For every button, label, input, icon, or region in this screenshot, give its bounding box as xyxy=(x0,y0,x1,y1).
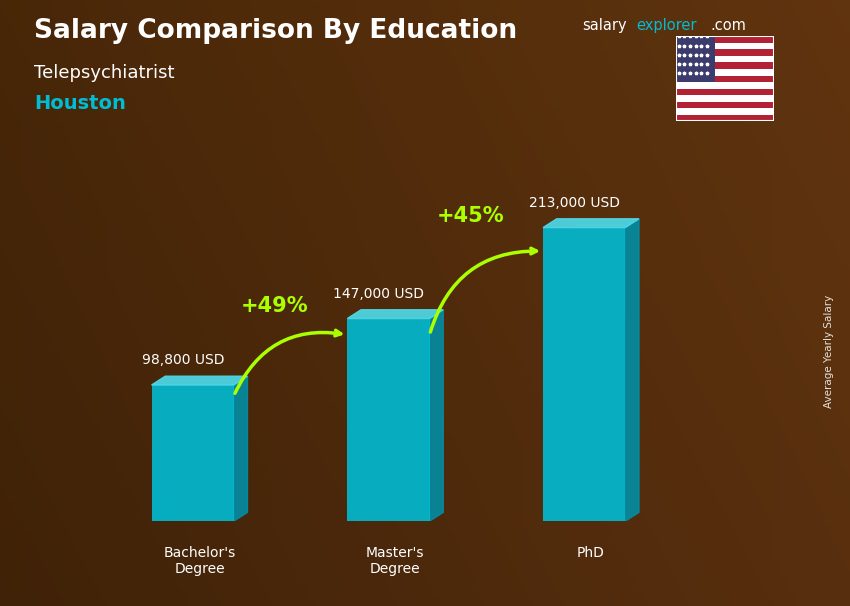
Bar xyxy=(676,36,715,82)
Text: PhD: PhD xyxy=(577,546,605,560)
Text: +49%: +49% xyxy=(241,296,309,316)
Text: +45%: +45% xyxy=(437,205,504,225)
Text: 213,000 USD: 213,000 USD xyxy=(529,196,620,210)
Text: .com: .com xyxy=(711,18,746,33)
Bar xyxy=(676,36,774,43)
Text: Bachelor's
Degree: Bachelor's Degree xyxy=(163,546,235,576)
Polygon shape xyxy=(626,219,639,521)
Text: Salary Comparison By Education: Salary Comparison By Education xyxy=(34,18,517,44)
Bar xyxy=(676,88,774,95)
Polygon shape xyxy=(348,310,443,319)
Text: explorer: explorer xyxy=(636,18,696,33)
Text: 98,800 USD: 98,800 USD xyxy=(142,353,224,367)
Text: salary: salary xyxy=(582,18,626,33)
Bar xyxy=(676,102,774,108)
Bar xyxy=(676,56,774,62)
Text: Telepsychiatrist: Telepsychiatrist xyxy=(34,64,174,82)
Bar xyxy=(543,228,626,521)
Polygon shape xyxy=(234,376,247,521)
Bar xyxy=(676,115,774,121)
Bar xyxy=(348,319,429,521)
Text: Houston: Houston xyxy=(34,94,126,113)
Polygon shape xyxy=(543,219,639,228)
Polygon shape xyxy=(151,376,247,385)
Text: Master's
Degree: Master's Degree xyxy=(366,546,424,576)
Bar xyxy=(676,50,774,56)
Text: Average Yearly Salary: Average Yearly Salary xyxy=(824,295,834,408)
Bar xyxy=(676,62,774,69)
Bar xyxy=(676,108,774,115)
Bar xyxy=(676,76,774,82)
Bar xyxy=(676,69,774,76)
Bar xyxy=(676,43,774,50)
Text: 147,000 USD: 147,000 USD xyxy=(333,287,424,301)
Polygon shape xyxy=(429,310,443,521)
Bar xyxy=(676,95,774,102)
Bar xyxy=(151,385,234,521)
Bar xyxy=(676,82,774,88)
